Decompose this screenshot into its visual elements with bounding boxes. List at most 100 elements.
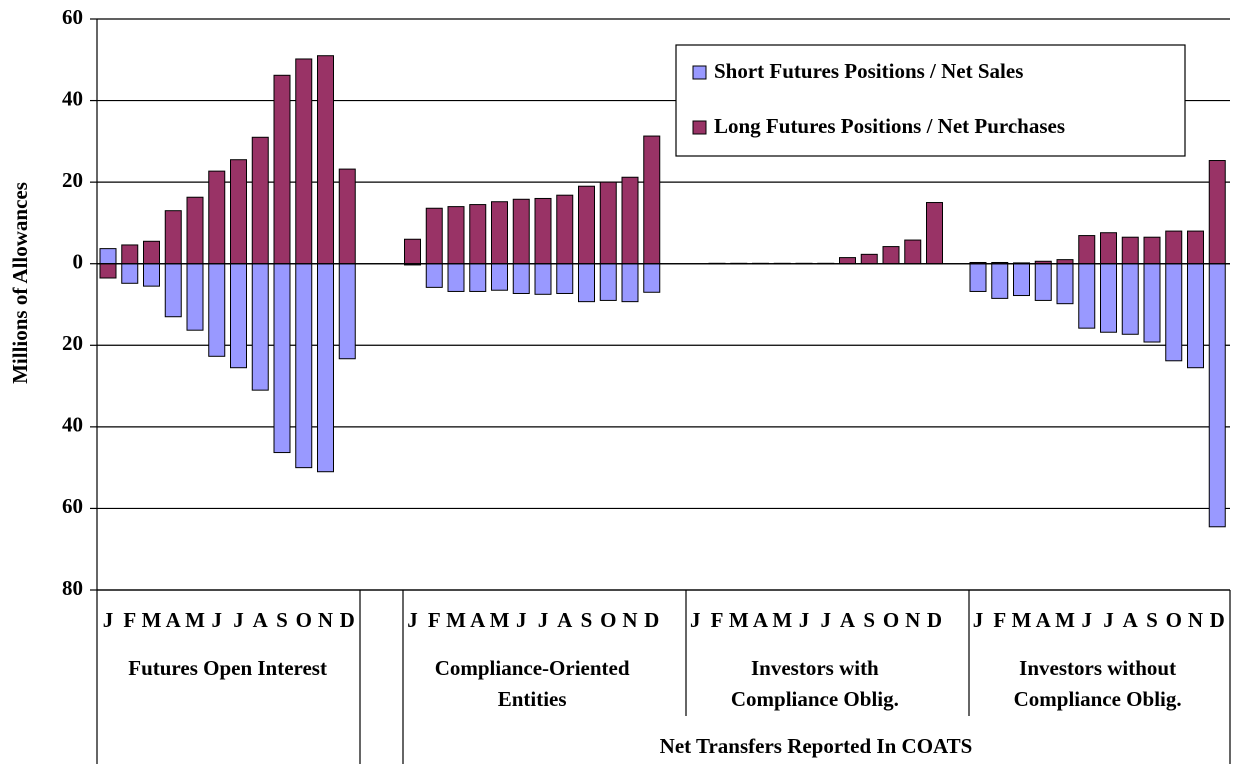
x-tick-label: J: [516, 608, 527, 632]
bar: [643, 263, 661, 293]
bar: [1056, 259, 1074, 265]
x-tick-label: M: [446, 608, 466, 632]
x-tick-label: F: [993, 608, 1006, 632]
bar: [860, 253, 878, 265]
bar: [1208, 160, 1226, 265]
bar: [1100, 263, 1117, 333]
bar: [230, 159, 247, 265]
x-tick-label: J: [233, 608, 244, 632]
bar: [338, 263, 356, 360]
x-tick-label: M: [729, 608, 749, 632]
bar: [99, 248, 117, 265]
bar: [143, 263, 160, 287]
bar: [556, 263, 574, 294]
x-tick-label: A: [753, 608, 769, 632]
group-label: Investors without: [1019, 656, 1176, 680]
x-tick-label: F: [123, 608, 136, 632]
group-label: Entities: [498, 687, 567, 711]
x-tick-label: M: [772, 608, 792, 632]
group-label: Investors with: [751, 656, 879, 680]
x-tick-label: O: [883, 608, 899, 632]
bar: [164, 263, 182, 318]
bar: [599, 181, 617, 265]
x-tick-label: J: [538, 608, 549, 632]
x-tick-label: A: [253, 608, 269, 632]
bar: [186, 196, 204, 265]
bar: [1165, 263, 1183, 362]
x-tick-label: J: [212, 608, 223, 632]
bar: [1100, 232, 1117, 265]
bar: [273, 74, 291, 265]
x-tick-label: J: [103, 608, 114, 632]
bar: [991, 263, 1009, 299]
x-tick-label: F: [711, 608, 724, 632]
bar: [512, 263, 530, 294]
group-label: Compliance Oblig.: [1014, 687, 1182, 711]
x-tick-label: F: [428, 608, 441, 632]
bar: [317, 55, 334, 265]
x-tick-label: S: [581, 608, 593, 632]
x-tick-label: N: [318, 608, 333, 632]
bar: [425, 207, 443, 265]
bar: [186, 263, 204, 331]
bar: [969, 263, 987, 292]
x-tick-label: M: [1012, 608, 1032, 632]
x-tick-label: A: [1123, 608, 1139, 632]
bar: [578, 185, 595, 265]
y-tick-label: 60: [62, 494, 83, 518]
bar: [926, 202, 943, 265]
bar: [1208, 263, 1226, 528]
legend-swatch: [692, 120, 707, 135]
x-tick-label: J: [1103, 608, 1114, 632]
x-tick-label: A: [840, 608, 856, 632]
group-label: Compliance-Oriented: [435, 656, 630, 680]
x-tick-label: O: [1166, 608, 1182, 632]
y-tick-label: 0: [73, 250, 84, 274]
bar: [251, 136, 269, 265]
legend-box: [675, 44, 1186, 157]
bar: [338, 168, 356, 265]
bar: [1187, 263, 1204, 369]
bar: [839, 257, 856, 265]
spanning-label: Net Transfers Reported In COATS: [660, 734, 973, 758]
bar: [578, 263, 595, 303]
bar: [251, 263, 269, 391]
legend-label: Short Futures Positions / Net Sales: [714, 59, 1023, 83]
group-label: Futures Open Interest: [128, 656, 327, 680]
bar: [1034, 263, 1052, 301]
bar: [164, 210, 182, 265]
bar: [621, 263, 639, 303]
x-tick-label: M: [1055, 608, 1075, 632]
bar: [491, 201, 508, 265]
x-tick-label: D: [644, 608, 659, 632]
legend-swatch: [692, 65, 707, 80]
bar: [208, 170, 226, 265]
y-tick-label: 80: [62, 576, 83, 600]
x-tick-label: A: [470, 608, 486, 632]
x-tick-label: J: [407, 608, 418, 632]
bar: [534, 197, 552, 265]
bar: [1078, 235, 1096, 265]
bar: [882, 246, 900, 265]
x-tick-label: A: [1036, 608, 1052, 632]
bar: [1143, 236, 1161, 265]
bar: [1013, 263, 1030, 297]
x-tick-label: S: [1146, 608, 1158, 632]
bar: [1078, 263, 1096, 329]
x-tick-label: J: [821, 608, 832, 632]
bar: [295, 58, 313, 265]
x-tick-label: A: [166, 608, 182, 632]
y-tick-label: 40: [62, 86, 83, 110]
x-tick-label: D: [340, 608, 355, 632]
bar: [447, 263, 465, 292]
bar: [1165, 230, 1183, 265]
bar: [469, 263, 487, 292]
bar: [643, 135, 661, 265]
bar: [1121, 236, 1139, 265]
x-tick-label: J: [973, 608, 984, 632]
bar: [621, 176, 639, 265]
x-tick-label: O: [600, 608, 616, 632]
x-tick-label: N: [1188, 608, 1203, 632]
y-tick-label: 60: [62, 5, 83, 29]
